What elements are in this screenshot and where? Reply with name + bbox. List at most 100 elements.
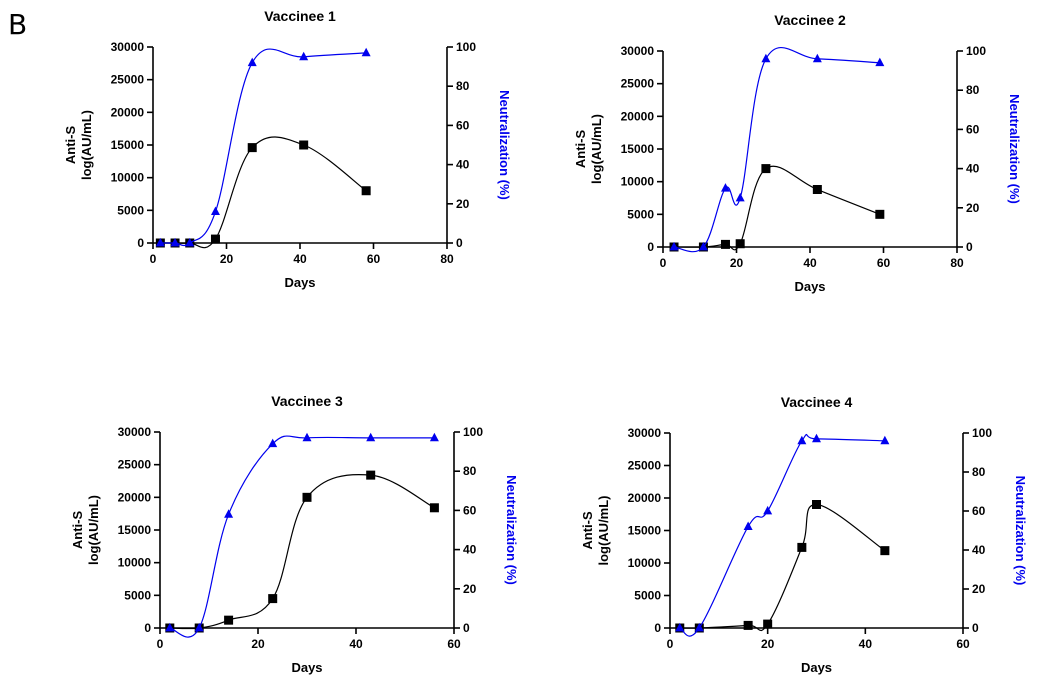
y-tick-label-left: 0: [144, 621, 151, 635]
y-tick-label-left: 25000: [628, 459, 662, 473]
x-tick-label: 20: [220, 252, 234, 266]
neutralization-point: [812, 53, 822, 63]
y-tick-label-left: 20000: [118, 490, 152, 504]
x-axis-label: Days: [284, 275, 315, 290]
neutralization-point: [194, 622, 204, 632]
y-tick-label-left: 10000: [118, 556, 152, 570]
y-tick-label-left: 20000: [621, 109, 655, 123]
x-tick-label: 20: [730, 256, 744, 270]
anti-s-line: [674, 165, 881, 251]
y-tick-label-left: 15000: [628, 524, 662, 538]
y-tick-label-left: 0: [137, 236, 144, 250]
y-tick-label-right: 100: [966, 44, 986, 58]
x-axis-label: Days: [291, 660, 322, 675]
x-tick-label: 60: [367, 252, 381, 266]
neutralization-point: [155, 237, 165, 247]
y-tick-label-left: 25000: [118, 458, 152, 472]
neutralization-point: [763, 505, 773, 515]
neutralization-point: [875, 57, 885, 67]
panel-letter: B: [8, 8, 28, 41]
neutralization-point: [720, 183, 730, 192]
neutralization-point: [361, 47, 371, 57]
x-tick-label: 0: [660, 256, 667, 270]
x-tick-label: 40: [349, 637, 363, 651]
neutralization-point: [302, 432, 312, 442]
y2-axis-label: Neutralization (%): [497, 90, 512, 200]
y-axis-label-line2: log(AU/mL): [79, 110, 94, 180]
anti-s-line: [169, 474, 435, 630]
chart-panel-3: Vaccinee 30 20 40 6005000100001500020000250…: [70, 393, 519, 675]
y-tick-label-right: 0: [966, 240, 973, 254]
y-tick-label-right: 60: [972, 504, 986, 518]
x-tick-label: 60: [877, 256, 891, 270]
y2-axis-label: Neutralization (%): [1007, 94, 1022, 204]
y-tick-label-left: 30000: [118, 425, 152, 439]
y-axis-label-line2: log(AU/mL): [589, 114, 604, 184]
anti-s-point: [797, 542, 807, 552]
x-tick-label: 60: [447, 637, 461, 651]
neutralization-point: [669, 241, 679, 251]
neutralization-point: [735, 192, 745, 202]
y-tick-label-right: 80: [463, 464, 477, 478]
anti-s-point: [299, 140, 309, 150]
y-tick-label-left: 25000: [111, 73, 145, 87]
y-tick-label-right: 0: [456, 236, 463, 250]
x-tick-label: 80: [950, 256, 964, 270]
y-tick-label-left: 0: [654, 621, 661, 635]
anti-s-point: [735, 239, 745, 249]
y-tick-label-right: 100: [972, 426, 992, 440]
y-tick-label-right: 0: [972, 621, 979, 635]
anti-s-point: [224, 615, 234, 625]
y-axis-label-line1: Anti-S: [70, 511, 85, 550]
y-tick-label-right: 80: [456, 79, 470, 93]
anti-s-point: [210, 234, 220, 244]
neutralization-point: [268, 438, 278, 448]
y-axis-label-line1: Anti-S: [580, 511, 595, 550]
anti-s-point: [268, 594, 278, 604]
anti-s-point: [812, 500, 821, 509]
anti-s-point: [720, 239, 730, 249]
chart-title: Vaccinee 3: [271, 393, 343, 409]
y-tick-label-left: 5000: [124, 588, 151, 602]
neutralization-point: [812, 433, 821, 443]
chart-title: Vaccinee 2: [774, 12, 846, 28]
neutralization-point: [299, 51, 309, 61]
y-tick-label-left: 20000: [111, 105, 145, 119]
y-tick-label-right: 60: [456, 118, 470, 132]
anti-s-point: [761, 164, 771, 174]
y-axis-label-line1: Anti-S: [63, 126, 78, 165]
y2-axis-label: Neutralization (%): [504, 475, 519, 585]
x-tick-label: 20: [251, 637, 265, 651]
neutralization-point: [185, 237, 195, 247]
neutralization-point: [429, 432, 439, 442]
y-tick-label-left: 30000: [111, 40, 145, 54]
y-tick-label-right: 20: [972, 582, 986, 596]
y-tick-label-left: 15000: [118, 523, 152, 537]
neutralization-point: [210, 206, 220, 216]
y-tick-label-left: 25000: [621, 77, 655, 91]
x-tick-label: 0: [667, 637, 674, 651]
neutralization-line: [160, 48, 367, 247]
y-axis-label-line2: log(AU/mL): [596, 495, 611, 565]
y-tick-label-left: 15000: [111, 138, 145, 152]
x-tick-label: 80: [440, 252, 454, 266]
anti-s-point: [743, 620, 753, 630]
neutralization-point: [224, 509, 234, 518]
anti-s-point: [361, 186, 371, 196]
neutralization-point: [366, 432, 376, 442]
anti-s-line: [160, 136, 367, 249]
y-tick-label-right: 100: [456, 40, 476, 54]
anti-s-point: [429, 503, 439, 513]
anti-s-point: [875, 209, 885, 219]
neutralization-point: [761, 53, 771, 63]
y-axis-label-line2: log(AU/mL): [86, 495, 101, 565]
neutralization-point: [880, 435, 890, 445]
y-tick-label-right: 20: [456, 197, 470, 211]
x-tick-label: 40: [803, 256, 817, 270]
y-tick-label-left: 5000: [634, 589, 661, 603]
anti-s-point: [763, 619, 773, 629]
neutralization-point: [797, 435, 807, 445]
x-axis-label: Days: [794, 279, 825, 294]
x-tick-label: 0: [150, 252, 157, 266]
x-tick-label: 20: [761, 637, 775, 651]
